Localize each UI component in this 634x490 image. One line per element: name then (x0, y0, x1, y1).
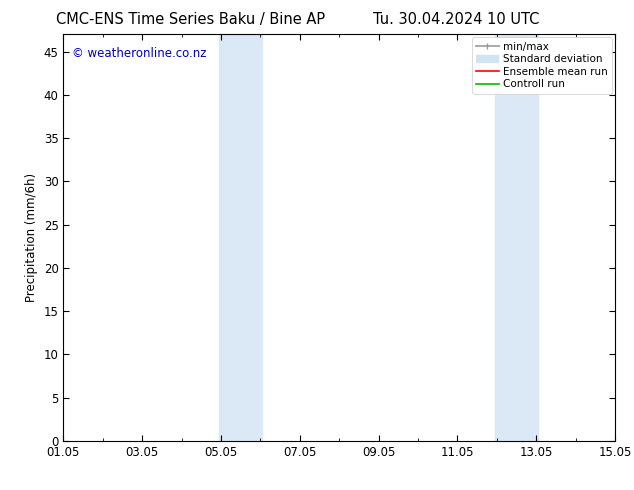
Bar (495, 34, 538, 441)
Text: CMC-ENS Time Series Baku / Bine AP: CMC-ENS Time Series Baku / Bine AP (56, 12, 325, 27)
Legend: min/max, Standard deviation, Ensemble mean run, Controll run: min/max, Standard deviation, Ensemble me… (472, 37, 612, 94)
Text: © weatheronline.co.nz: © weatheronline.co.nz (72, 47, 206, 59)
Y-axis label: Precipitation (mm/6h): Precipitation (mm/6h) (25, 173, 38, 302)
Text: Tu. 30.04.2024 10 UTC: Tu. 30.04.2024 10 UTC (373, 12, 540, 27)
Bar (219, 34, 262, 441)
